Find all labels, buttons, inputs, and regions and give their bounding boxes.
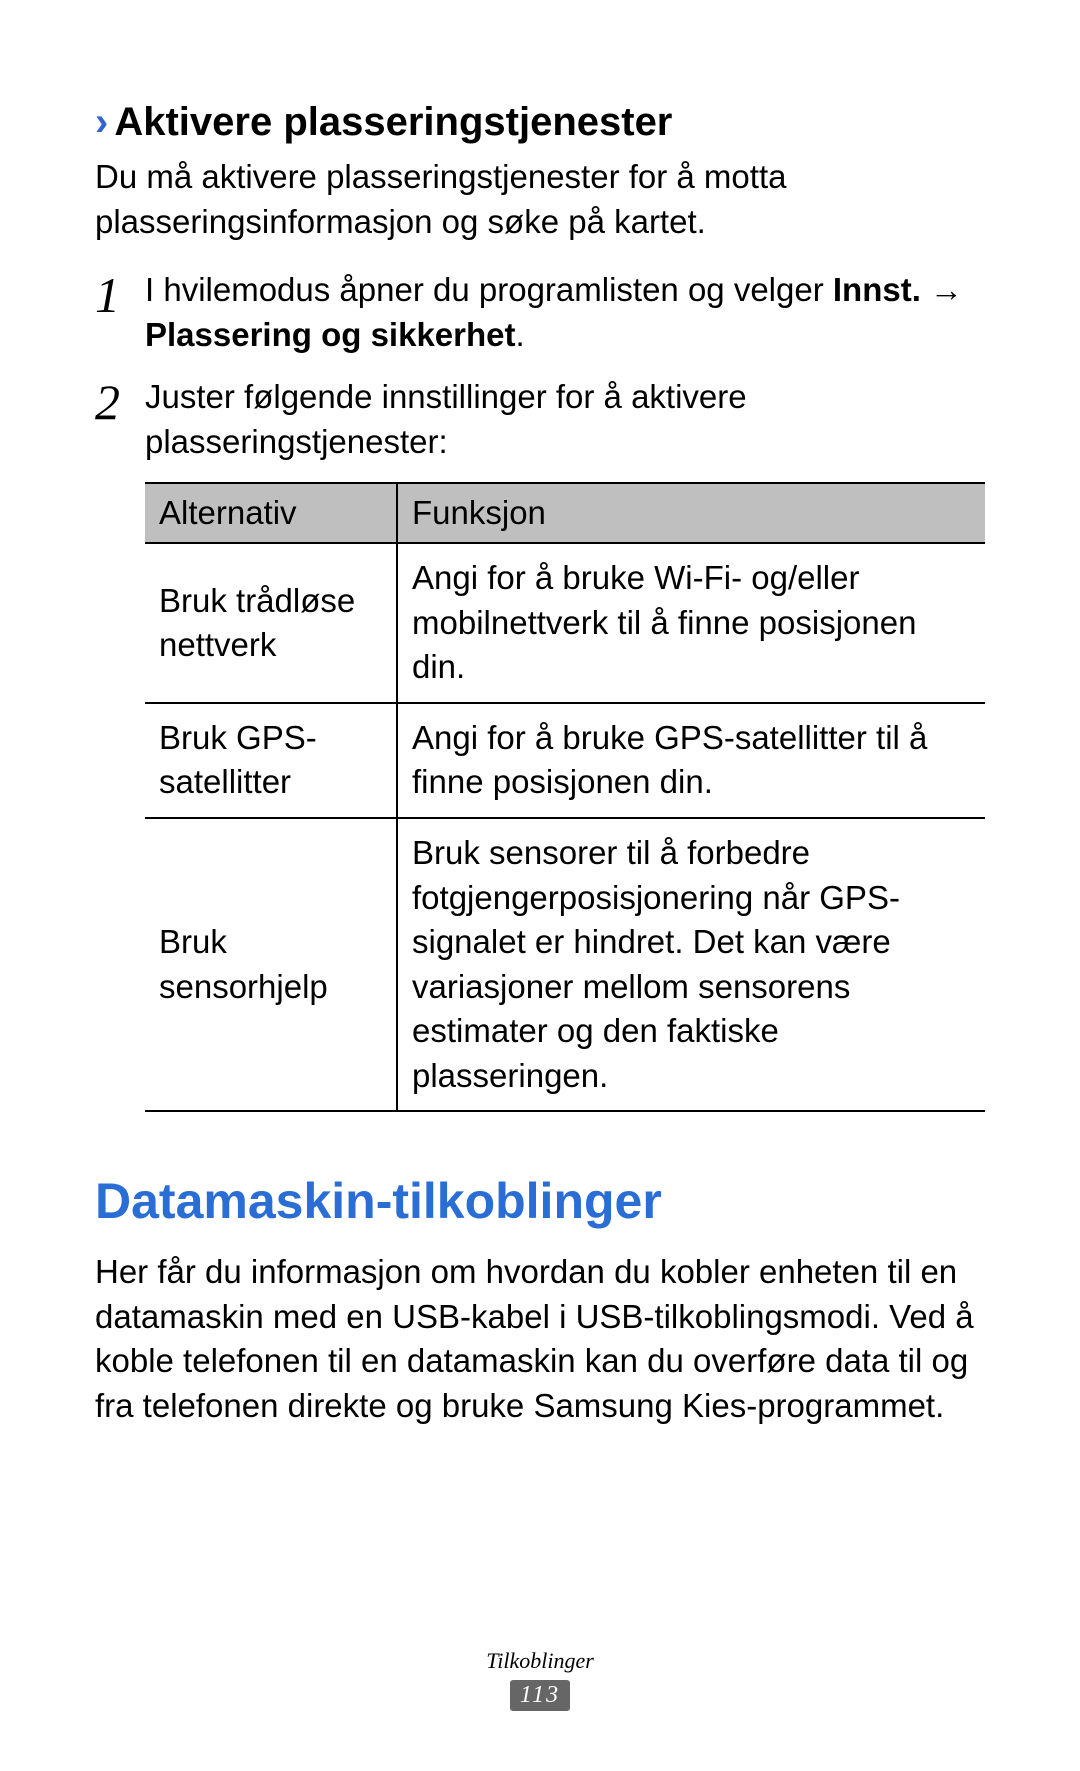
step-1-bold-2: Plassering og sikkerhet xyxy=(145,316,516,353)
step-2: 2 Juster følgende innstillinger for å ak… xyxy=(95,375,985,464)
chevron-icon: › xyxy=(95,100,108,145)
page-footer: Tilkoblinger 113 xyxy=(0,1648,1080,1711)
table-row: Bruk trådløse nettverk Angi for å bruke … xyxy=(145,543,985,703)
step-2-text: Juster følgende innstillinger for å akti… xyxy=(145,375,985,464)
settings-table: Alternativ Funksjon Bruk trådløse nettve… xyxy=(145,482,985,1112)
table-row: Bruk GPS-satellitter Angi for å bruke GP… xyxy=(145,703,985,818)
table-cell-func: Angi for å bruke GPS-satellitter til å f… xyxy=(397,703,985,818)
step-number-1: 1 xyxy=(95,268,145,320)
step-1-period: . xyxy=(516,316,525,353)
table-cell-alt: Bruk sensorhjelp xyxy=(145,818,397,1111)
footer-label: Tilkoblinger xyxy=(0,1648,1080,1674)
step-1-arrow: → xyxy=(921,271,963,308)
table-row: Bruk sensorhjelp Bruk sensorer til å for… xyxy=(145,818,985,1111)
section-2-body: Her får du informasjon om hvordan du kob… xyxy=(95,1250,985,1428)
table-header-func: Funksjon xyxy=(397,483,985,543)
step-1-text: I hvilemodus åpner du programlisten og v… xyxy=(145,268,985,357)
step-1-bold-1: Innst. xyxy=(833,271,921,308)
section-heading-1-text: Aktivere plasseringstjenester xyxy=(114,100,672,144)
table-cell-func: Bruk sensorer til å forbedre fotgjengerp… xyxy=(397,818,985,1111)
page-content: ›Aktivere plasseringstjenester Du må akt… xyxy=(0,0,1080,1428)
table-cell-func: Angi for å bruke Wi-Fi- og/eller mobilne… xyxy=(397,543,985,703)
section-intro: Du må aktivere plasseringstjenester for … xyxy=(95,155,985,244)
table-cell-alt: Bruk GPS-satellitter xyxy=(145,703,397,818)
main-heading: Datamaskin-tilkoblinger xyxy=(95,1172,985,1230)
page-number-badge: 113 xyxy=(510,1680,570,1711)
step-1: 1 I hvilemodus åpner du programlisten og… xyxy=(95,268,985,357)
step-1-prefix: I hvilemodus åpner du programlisten og v… xyxy=(145,271,833,308)
table-header-row: Alternativ Funksjon xyxy=(145,483,985,543)
step-number-2: 2 xyxy=(95,375,145,427)
table-header-alt: Alternativ xyxy=(145,483,397,543)
table-cell-alt: Bruk trådløse nettverk xyxy=(145,543,397,703)
section-heading-1: ›Aktivere plasseringstjenester xyxy=(95,100,985,145)
